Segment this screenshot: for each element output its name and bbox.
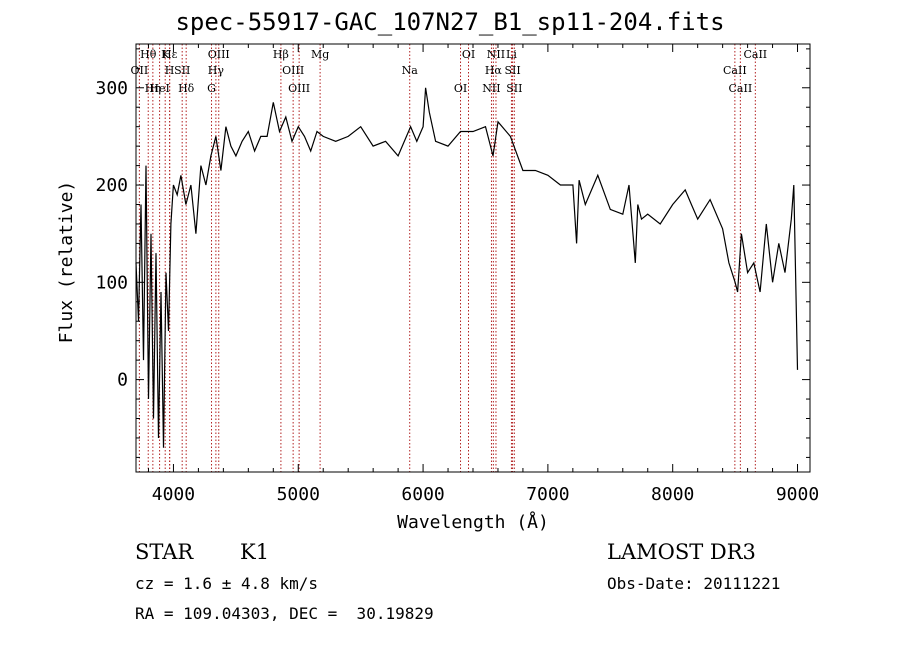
line-label: Hδ <box>178 82 195 95</box>
x-tick-label: 5000 <box>277 484 320 505</box>
line-label: SII <box>506 82 522 95</box>
line-label: NII <box>482 82 500 95</box>
line-labels: Hθ OII Hη KH HeI Hε SII Hδ OIII Hγ G Hβ OIII OIII Mg Na… <box>131 48 768 95</box>
line-markers <box>138 44 756 472</box>
y-tick-label: 100 <box>95 272 128 293</box>
line-label: CaII <box>723 64 747 77</box>
survey-name: LAMOST DR3 <box>607 540 756 564</box>
spectrum-line <box>135 87 799 448</box>
line-label: Hβ <box>273 48 289 61</box>
y-axis-label: Flux (relative) <box>56 181 77 344</box>
y-tick-label: 300 <box>95 78 128 99</box>
x-tick-label: 9000 <box>776 484 819 505</box>
line-label: OI <box>454 82 467 95</box>
x-tick-label: 4000 <box>152 484 195 505</box>
line-label: K <box>161 48 170 61</box>
y-tick-label: 200 <box>95 175 128 196</box>
x-tick-label: 6000 <box>401 484 444 505</box>
line-label: Hγ <box>208 64 225 77</box>
line-label: SII <box>174 64 190 77</box>
x-tick-label: 7000 <box>526 484 569 505</box>
obs-date: Obs-Date: 20111221 <box>607 574 781 593</box>
x-axis-label: Wavelength (Å) <box>397 511 549 533</box>
line-label: H <box>165 64 175 77</box>
line-label: HeI <box>149 82 169 95</box>
line-label: Hα <box>485 64 503 77</box>
redshift-info: cz = 1.6 ± 4.8 km/s <box>135 574 319 593</box>
line-label: Hθ <box>140 48 157 61</box>
line-label: Na <box>402 64 419 77</box>
line-label: CaII <box>743 48 767 61</box>
line-label: NII <box>487 48 505 61</box>
line-label: OIII <box>208 48 230 61</box>
line-label: CaII <box>729 82 753 95</box>
plot-frame <box>135 43 811 473</box>
line-label: OIII <box>288 82 310 95</box>
line-label: OIII <box>282 64 304 77</box>
line-label: Li <box>506 48 517 61</box>
line-label: Hε <box>162 48 178 61</box>
line-label: SII <box>504 64 520 77</box>
object-subclass: K1 <box>240 540 270 564</box>
object-class: STAR <box>135 540 194 564</box>
axis-ticks: 4000 5000 6000 7000 8000 9000 0 100 200 300 <box>95 44 819 505</box>
line-label: OI <box>462 48 475 61</box>
line-label: OII <box>131 64 149 77</box>
line-label: Hη <box>145 82 161 95</box>
chart-title: spec-55917-GAC_107N27_B1_sp11-204.fits <box>175 8 725 36</box>
line-label: G <box>207 82 216 95</box>
line-label: Mg <box>311 48 329 61</box>
x-tick-label: 8000 <box>651 484 694 505</box>
ra-dec: RA = 109.04303, DEC = 30.19829 <box>135 604 434 623</box>
y-tick-label: 0 <box>117 370 128 391</box>
